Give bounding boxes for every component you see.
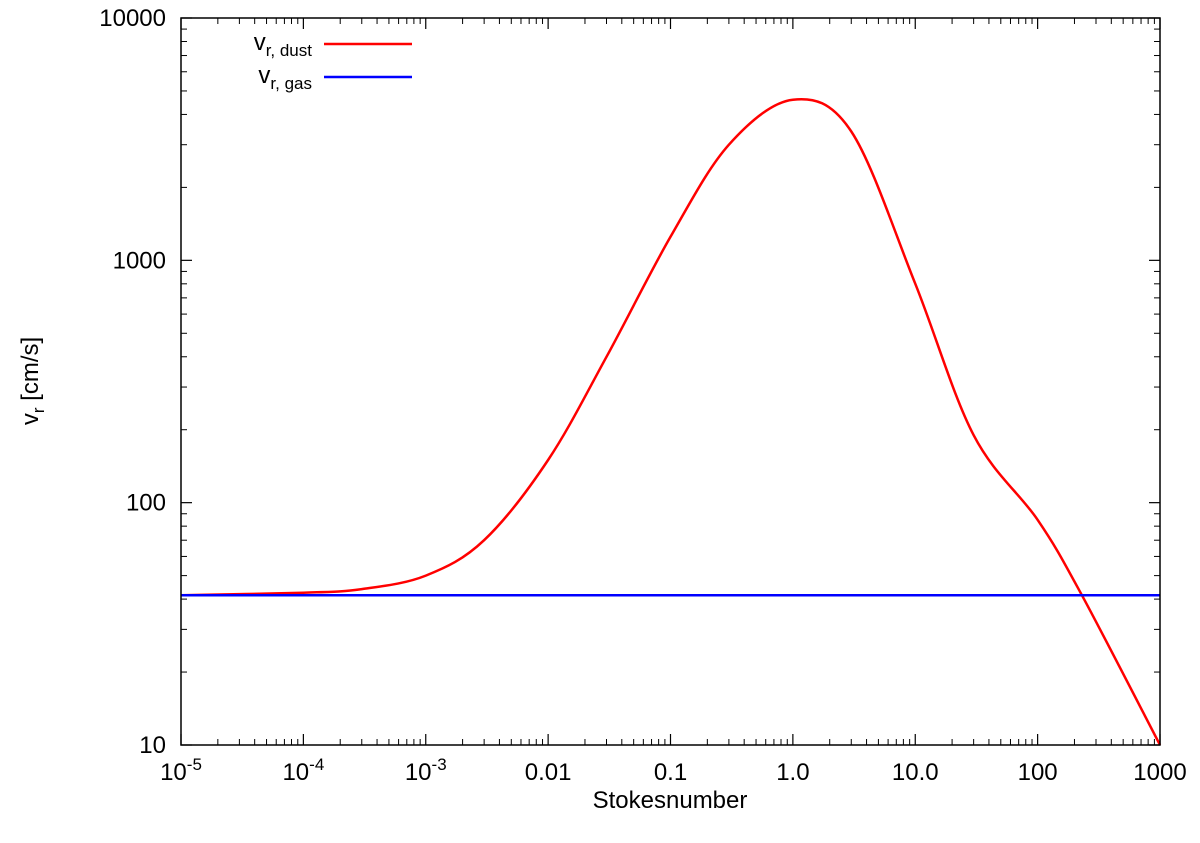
legend-label-dust: vr, dust (254, 29, 313, 60)
series-lines (180, 97, 1162, 746)
x-tick-label: 0.1 (654, 759, 687, 786)
legend-label-gas: vr, gas (258, 62, 312, 93)
y-tick-label: 100 (126, 490, 166, 517)
y-tick-label: 1000 (113, 247, 166, 274)
y-axis-label: vr [cm/s] (17, 337, 48, 425)
axis-ticks (180, 17, 1161, 746)
x-tick-label: 1000 (1133, 759, 1186, 786)
x-tick-label: 0.01 (525, 759, 572, 786)
y-tick-label: 10 (139, 732, 166, 759)
series-line-0 (180, 97, 1162, 746)
x-tick-label: 10-4 (282, 755, 324, 786)
plot-frame (180, 17, 1161, 746)
x-axis-label: Stokesnumber (593, 787, 748, 814)
x-tick-label: 10-5 (160, 755, 202, 786)
x-tick-label: 10.0 (892, 759, 939, 786)
x-tick-labels: 10-5 10-4 10-3 0.01 0.1 1.0 10.0 100 1000 (160, 755, 1187, 786)
x-tick-label: 10-3 (405, 755, 447, 786)
legend: vr, dust vr, gas (254, 29, 412, 93)
x-tick-label: 100 (1018, 759, 1058, 786)
x-tick-label: 1.0 (776, 759, 809, 786)
y-tick-labels: 10 100 1000 10000 (99, 5, 166, 759)
y-tick-label: 10000 (99, 5, 166, 32)
